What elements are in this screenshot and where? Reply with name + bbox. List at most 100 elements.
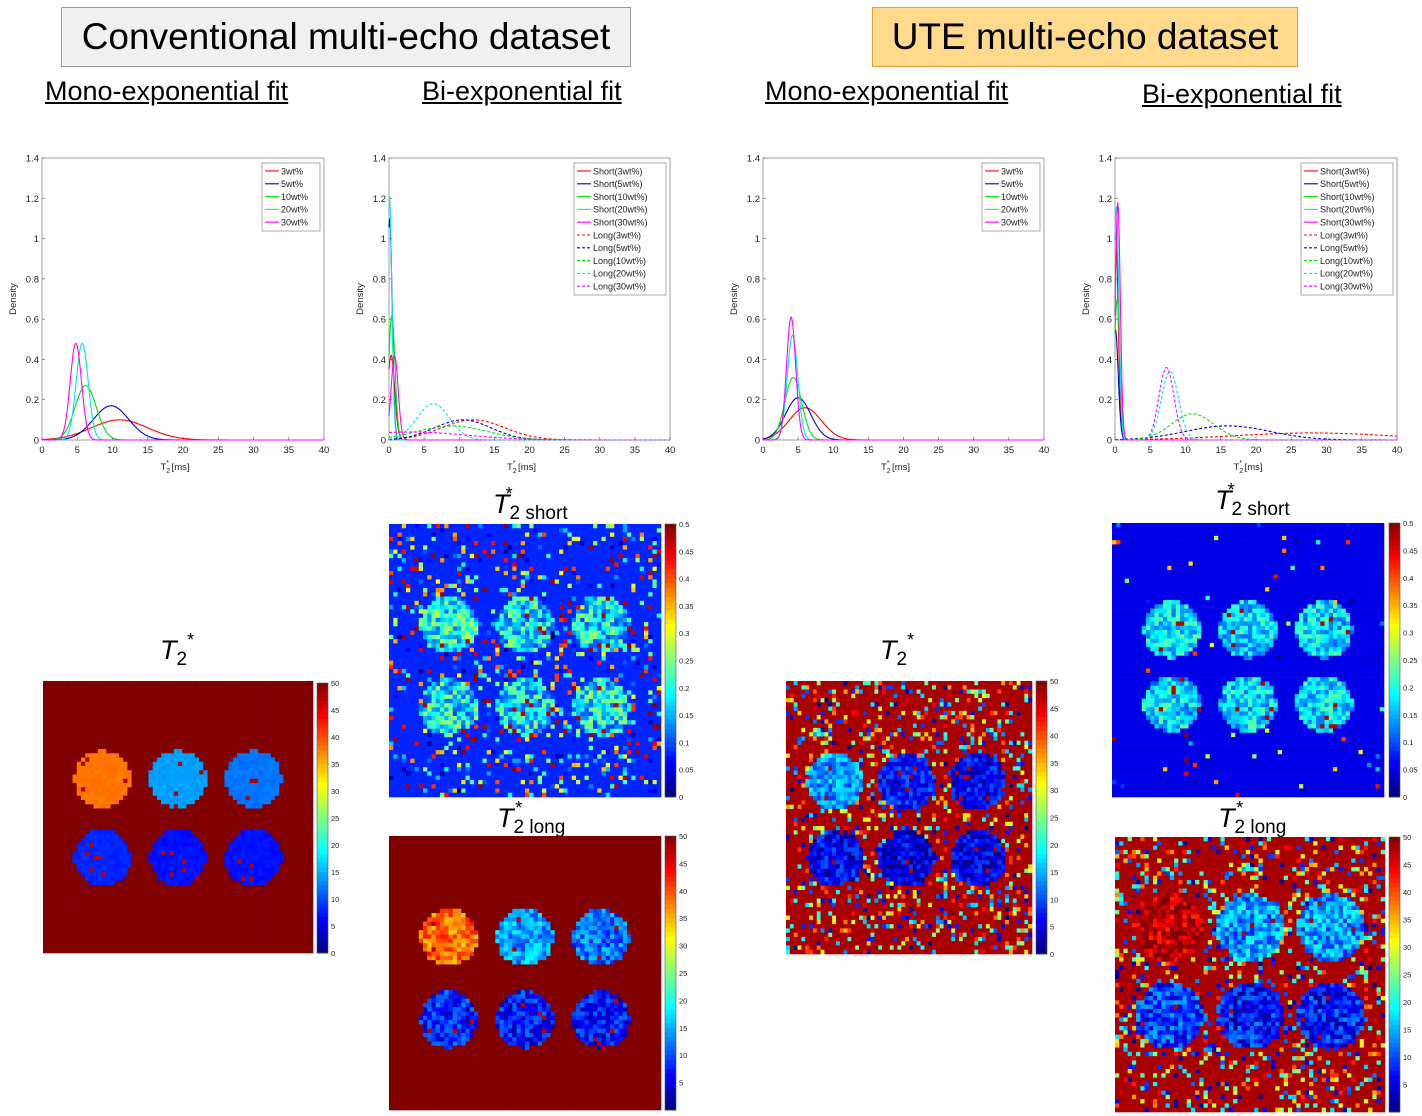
y-tick-label: 0.2	[373, 395, 386, 406]
x-tick-label: 25	[1286, 445, 1297, 456]
colorbar: 0 5 10 15 20 25 30 35 40 45 50	[1035, 677, 1058, 959]
colorbar-tick-label: 0.35	[1403, 601, 1418, 610]
colorbar-tick-label: 40	[1050, 732, 1058, 741]
legend-label: Short(30wt%)	[593, 218, 648, 228]
colorbar-frame	[1035, 680, 1048, 955]
colorbar: 0 0.05 0.1 0.15 0.2 0.25 0.3 0.35 0.4 0.45 0.5	[664, 520, 694, 802]
colorbar-tick-label: 45	[679, 859, 687, 868]
legend-label: 5wt%	[281, 179, 303, 189]
legend-label: 3wt%	[281, 166, 303, 176]
x-axis-label: T2* [ms]	[160, 460, 189, 475]
colorbar-frame	[316, 682, 329, 954]
colorbar-tick-label: 0.15	[1403, 711, 1418, 720]
x-tick-label: 35	[1356, 445, 1367, 456]
y-tick-label: 0.6	[373, 315, 386, 326]
colorbar-tick-label: 10	[1403, 1053, 1411, 1062]
colorbar-frame	[1388, 522, 1401, 798]
conv-mono-t2star-map: 0 5 10 15 20 25 30 35 40 45 50	[43, 679, 339, 958]
colorbar-tick-label: 50	[1050, 677, 1058, 686]
colorbar-tick-label: 20	[1050, 841, 1058, 850]
legend-label: 30wt%	[1001, 218, 1028, 228]
series-line-Long(30wt%)	[388, 431, 670, 441]
y-tick-label: 0	[1107, 436, 1112, 447]
colorbar-tick-label: 20	[331, 841, 339, 850]
x-axis-label: T2* [ms]	[881, 460, 910, 475]
series-line-30wt%	[42, 342, 324, 441]
series-line-Long(30wt%)	[1115, 366, 1397, 441]
colorbar-tick-label: 0.1	[1403, 738, 1413, 747]
colorbar-tick-label: 35	[1050, 759, 1058, 768]
ute-mono-map-title: T2*	[880, 631, 914, 669]
colorbar-tick-label: 0.15	[679, 711, 694, 720]
x-tick-label: 40	[665, 445, 676, 456]
x-tick-label: 0	[39, 445, 44, 456]
conv-bi-chart: 0 5 10 15 20 25 30 35 40 0 0.2 0.4 0.6 0.8 1 1.2 1.4 T2* …	[355, 154, 675, 476]
series-line-Long(5wt%)	[1114, 425, 1398, 441]
y-tick-label: 1	[1107, 234, 1112, 245]
colorbar-tick-label: 35	[1403, 916, 1411, 925]
x-tick-label: 5	[421, 445, 426, 456]
y-tick-label: 1.2	[1099, 194, 1112, 205]
y-tick-label: 0.4	[1099, 355, 1112, 366]
y-axis-label: Density	[355, 283, 366, 315]
x-tick-label: 25	[213, 445, 224, 456]
y-tick-label: 0	[381, 436, 386, 447]
legend-label: Long(10wt%)	[593, 256, 646, 266]
ute-long-map-title: T2 long*	[1218, 799, 1286, 837]
colorbar-tick-label: 20	[679, 996, 687, 1005]
legend-label: Long(30wt%)	[593, 282, 646, 292]
legend-label: Short(20wt%)	[593, 205, 648, 215]
legend-label: Short(10wt%)	[593, 192, 648, 202]
legend-label: Short(5wt%)	[593, 179, 643, 189]
colorbar-tick-label: 30	[1050, 786, 1058, 795]
series-line-30wt%	[763, 315, 1044, 441]
colorbar-tick-label: 50	[331, 679, 339, 688]
colorbar-tick-label: 25	[679, 969, 687, 978]
colorbar-tick-label: 25	[1050, 814, 1058, 823]
conv-bi-t2star-long-map: 5 10 15 20 25 30 35 40 45 50	[389, 832, 687, 1111]
colorbar-tick-label: 0.5	[679, 520, 689, 529]
colorbar: 5 10 15 20 25 30 35 40 45 50	[664, 832, 687, 1111]
colorbar-frame	[664, 523, 677, 798]
legend-label: Long(20wt%)	[1320, 269, 1373, 279]
colorbar-tick-label: 45	[1050, 704, 1058, 713]
colorbar-tick-label: 35	[679, 914, 687, 923]
colorbar-tick-label: 15	[1403, 1026, 1411, 1035]
colorbar-tick-label: 0.2	[679, 684, 689, 693]
colorbar-tick-label: 0.3	[679, 629, 689, 638]
x-tick-label: 15	[1215, 445, 1226, 456]
y-tick-label: 0.2	[26, 395, 39, 406]
colorbar-tick-label: 0.25	[679, 657, 694, 666]
colorbar-tick-label: 0.05	[679, 766, 694, 775]
colorbar-frame	[1388, 836, 1401, 1113]
colorbar-tick-label: 0.5	[1403, 519, 1413, 528]
colorbar-tick-label: 5	[679, 1079, 683, 1088]
legend-label: Long(30wt%)	[1320, 282, 1373, 292]
ute-mono-chart: 0 5 10 15 20 25 30 35 40 0 0.2 0.4 0.6 0.8 1 1.2 1.4 T2* …	[729, 154, 1049, 476]
ute-bi-t2star-short-map: 0 0.05 0.1 0.15 0.2 0.25 0.3 0.35 0.4 0.45 0.5	[1112, 519, 1418, 802]
y-tick-label: 0.6	[26, 315, 39, 326]
conv-bi-t2star-short-map: 0 0.05 0.1 0.15 0.2 0.25 0.3 0.35 0.4 0.45 0.5	[389, 520, 694, 802]
y-tick-label: 0.8	[747, 274, 760, 285]
x-tick-label: 35	[283, 445, 294, 456]
legend-label: Short(3wt%)	[593, 166, 643, 176]
x-tick-label: 40	[1039, 445, 1050, 456]
legend-label: 5wt%	[1001, 179, 1023, 189]
heatmap-pixels	[1112, 523, 1385, 798]
ute-bi-fit-title: Bi-exponential fit	[1142, 79, 1342, 110]
colorbar-tick-label: 0.3	[1403, 629, 1413, 638]
x-tick-label: 20	[1251, 445, 1262, 456]
legend-label: Short(5wt%)	[1320, 179, 1370, 189]
legend-label: Long(3wt%)	[1320, 230, 1368, 240]
legend-label: Long(10wt%)	[1320, 256, 1373, 266]
colorbar-tick-label: 30	[1403, 943, 1411, 952]
x-tick-label: 15	[863, 445, 874, 456]
y-tick-label: 0.8	[1099, 274, 1112, 285]
colorbar-tick-label: 10	[1050, 895, 1058, 904]
x-tick-label: 30	[968, 445, 979, 456]
colorbar-tick-label: 0	[1050, 950, 1054, 959]
y-axis-label: Density	[1081, 283, 1092, 315]
colorbar-frame	[664, 835, 677, 1111]
colorbar: 0 0.05 0.1 0.15 0.2 0.25 0.3 0.35 0.4 0.45 0.5	[1388, 519, 1418, 802]
